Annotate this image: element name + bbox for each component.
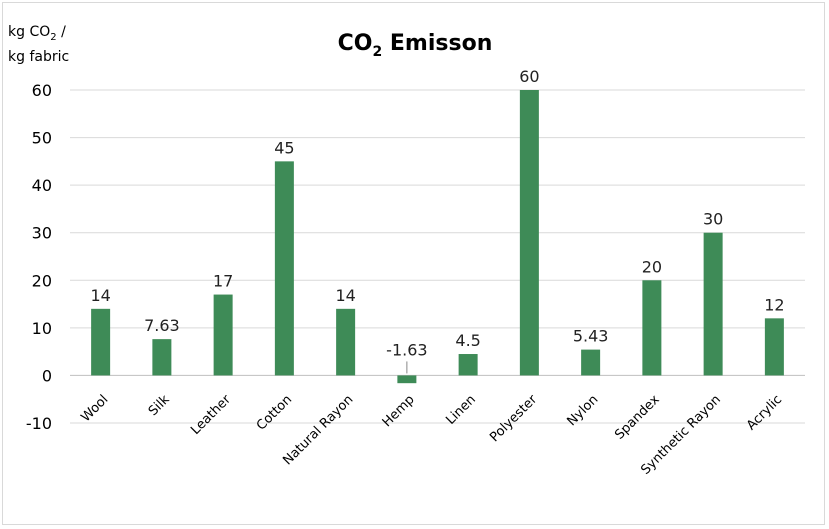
x-category-label: Leather	[188, 392, 234, 438]
bar	[152, 339, 172, 376]
data-label: 7.63	[144, 316, 180, 335]
y-axis-label-subscript: 2	[50, 32, 56, 43]
chart-title-rest: Emisson	[382, 31, 492, 56]
data-label: 45	[274, 138, 294, 157]
bar	[703, 232, 723, 376]
gridlines	[70, 89, 805, 424]
x-category-label: Spandex	[612, 392, 663, 443]
data-label: 14	[335, 286, 355, 305]
data-label: 60	[519, 67, 539, 86]
data-label: 14	[90, 286, 110, 305]
bar	[397, 375, 417, 384]
chart-title: CO2 Emisson	[338, 31, 493, 60]
bar	[642, 280, 662, 376]
bars	[91, 90, 784, 384]
y-axis-label-pre: kg CO	[8, 24, 50, 40]
y-tick-label: 60	[32, 81, 52, 100]
data-label: 17	[213, 272, 233, 291]
data-label: 12	[764, 295, 784, 314]
bar	[519, 90, 539, 376]
x-category-label: Polyester	[487, 392, 540, 445]
bar	[213, 294, 233, 376]
x-category-label: Nylon	[565, 392, 602, 429]
y-axis-label: kg CO2 / kg fabric	[8, 24, 69, 65]
x-category-label: Acrylic	[744, 392, 785, 433]
bar	[581, 349, 601, 376]
y-tick-label: 10	[32, 319, 52, 338]
y-axis-label-line2: kg fabric	[8, 49, 69, 65]
y-tick-label: 0	[42, 366, 52, 385]
y-tick-label: 30	[32, 224, 52, 243]
x-category-label: Linen	[443, 392, 479, 428]
data-label: 20	[642, 257, 662, 276]
y-tick-label: 50	[32, 129, 52, 148]
bar	[91, 308, 111, 376]
chart-title-main: CO	[338, 31, 373, 56]
chart-title-subscript: 2	[372, 44, 382, 60]
x-category-label: Cotton	[254, 392, 295, 433]
chart-title-text: CO2 Emisson	[338, 31, 493, 60]
bar	[336, 308, 356, 376]
y-tick-label: 40	[32, 176, 52, 195]
data-label: 4.5	[455, 331, 480, 350]
y-axis-label-post: /	[57, 24, 66, 40]
y-tick-label: -10	[26, 414, 52, 433]
y-axis-ticks: 60 50 40 30 20 10 0 -10	[26, 81, 52, 433]
bar	[764, 318, 784, 376]
y-axis-label-line1: kg CO2 /	[8, 24, 66, 43]
data-label: 5.43	[573, 327, 609, 346]
x-category-label: Wool	[78, 392, 111, 425]
data-label: -1.63	[386, 340, 427, 359]
data-label: 30	[703, 210, 723, 229]
y-tick-label: 20	[32, 271, 52, 290]
bar	[274, 161, 294, 376]
data-labels: 14 7.63 17 45 14 -1.63 4.5 60 5.43 20 30 12	[90, 67, 785, 374]
x-category-label: Silk	[146, 392, 173, 419]
bar	[458, 354, 478, 376]
x-category-label: Hemp	[380, 392, 418, 430]
